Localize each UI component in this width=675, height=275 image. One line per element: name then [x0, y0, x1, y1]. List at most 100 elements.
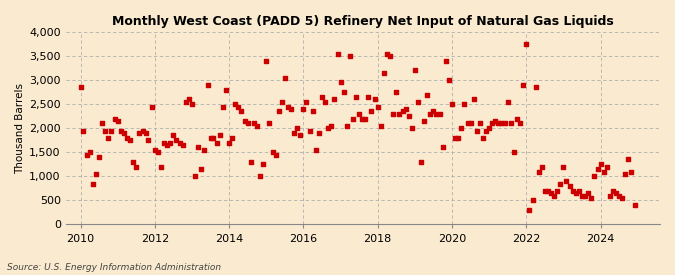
Point: [604, 193, 615, 198]
Point: [518, 83, 529, 87]
Point: [354, 112, 364, 116]
Point: [391, 90, 402, 94]
Point: [240, 119, 250, 123]
Point: [403, 114, 414, 118]
Point: [558, 164, 569, 169]
Point: [236, 109, 247, 114]
Point: [620, 172, 631, 176]
Point: [543, 189, 554, 193]
Point: [115, 128, 126, 133]
Point: [223, 141, 234, 145]
Point: [137, 128, 148, 133]
Point: [140, 131, 151, 135]
Point: [524, 208, 535, 212]
Point: [254, 174, 265, 178]
Point: [304, 128, 315, 133]
Point: [184, 97, 194, 101]
Point: [248, 121, 259, 126]
Point: [589, 174, 599, 178]
Point: [539, 189, 550, 193]
Point: [134, 131, 144, 135]
Point: [564, 184, 575, 188]
Point: [332, 51, 343, 56]
Point: [465, 121, 476, 126]
Point: [351, 95, 362, 99]
Point: [527, 198, 538, 203]
Point: [109, 116, 120, 121]
Point: [375, 123, 386, 128]
Point: [335, 80, 346, 85]
Point: [394, 112, 404, 116]
Point: [100, 128, 111, 133]
Point: [462, 121, 473, 126]
Point: [388, 112, 399, 116]
Point: [112, 119, 123, 123]
Point: [450, 136, 460, 140]
Point: [159, 141, 169, 145]
Point: [124, 138, 135, 142]
Point: [471, 128, 482, 133]
Point: [106, 128, 117, 133]
Text: Source: U.S. Energy Information Administration: Source: U.S. Energy Information Administ…: [7, 263, 221, 272]
Point: [82, 152, 92, 157]
Point: [307, 109, 318, 114]
Point: [323, 126, 333, 130]
Point: [412, 100, 423, 104]
Point: [537, 164, 547, 169]
Point: [205, 136, 216, 140]
Point: [629, 203, 640, 207]
Point: [75, 85, 86, 89]
Point: [614, 193, 624, 198]
Point: [477, 136, 488, 140]
Point: [286, 107, 296, 111]
Point: [447, 102, 458, 106]
Point: [580, 193, 591, 198]
Point: [168, 133, 179, 138]
Point: [360, 116, 371, 121]
Point: [500, 121, 510, 126]
Point: [533, 169, 544, 174]
Point: [215, 133, 225, 138]
Point: [233, 104, 244, 109]
Point: [570, 191, 581, 195]
Point: [416, 160, 427, 164]
Point: [149, 148, 160, 152]
Point: [295, 133, 306, 138]
Point: [456, 126, 466, 130]
Point: [338, 90, 349, 94]
Point: [428, 109, 439, 114]
Point: [437, 145, 448, 150]
Point: [551, 189, 562, 193]
Point: [94, 155, 105, 159]
Point: [595, 162, 606, 166]
Point: [196, 167, 207, 171]
Point: [217, 104, 228, 109]
Point: [617, 196, 628, 200]
Point: [84, 150, 95, 155]
Point: [211, 141, 222, 145]
Point: [131, 164, 142, 169]
Point: [78, 128, 89, 133]
Point: [385, 54, 396, 58]
Point: [190, 174, 200, 178]
Point: [475, 121, 485, 126]
Point: [506, 121, 516, 126]
Point: [298, 107, 308, 111]
Point: [608, 189, 618, 193]
Point: [329, 97, 340, 101]
Point: [555, 181, 566, 186]
Point: [561, 179, 572, 183]
Point: [186, 102, 197, 106]
Point: [381, 51, 392, 56]
Point: [468, 97, 479, 101]
Point: [623, 157, 634, 162]
Point: [440, 59, 451, 63]
Point: [289, 131, 300, 135]
Point: [282, 104, 293, 109]
Point: [576, 193, 587, 198]
Point: [434, 112, 445, 116]
Point: [230, 102, 241, 106]
Point: [221, 87, 232, 92]
Point: [326, 123, 337, 128]
Point: [264, 121, 275, 126]
